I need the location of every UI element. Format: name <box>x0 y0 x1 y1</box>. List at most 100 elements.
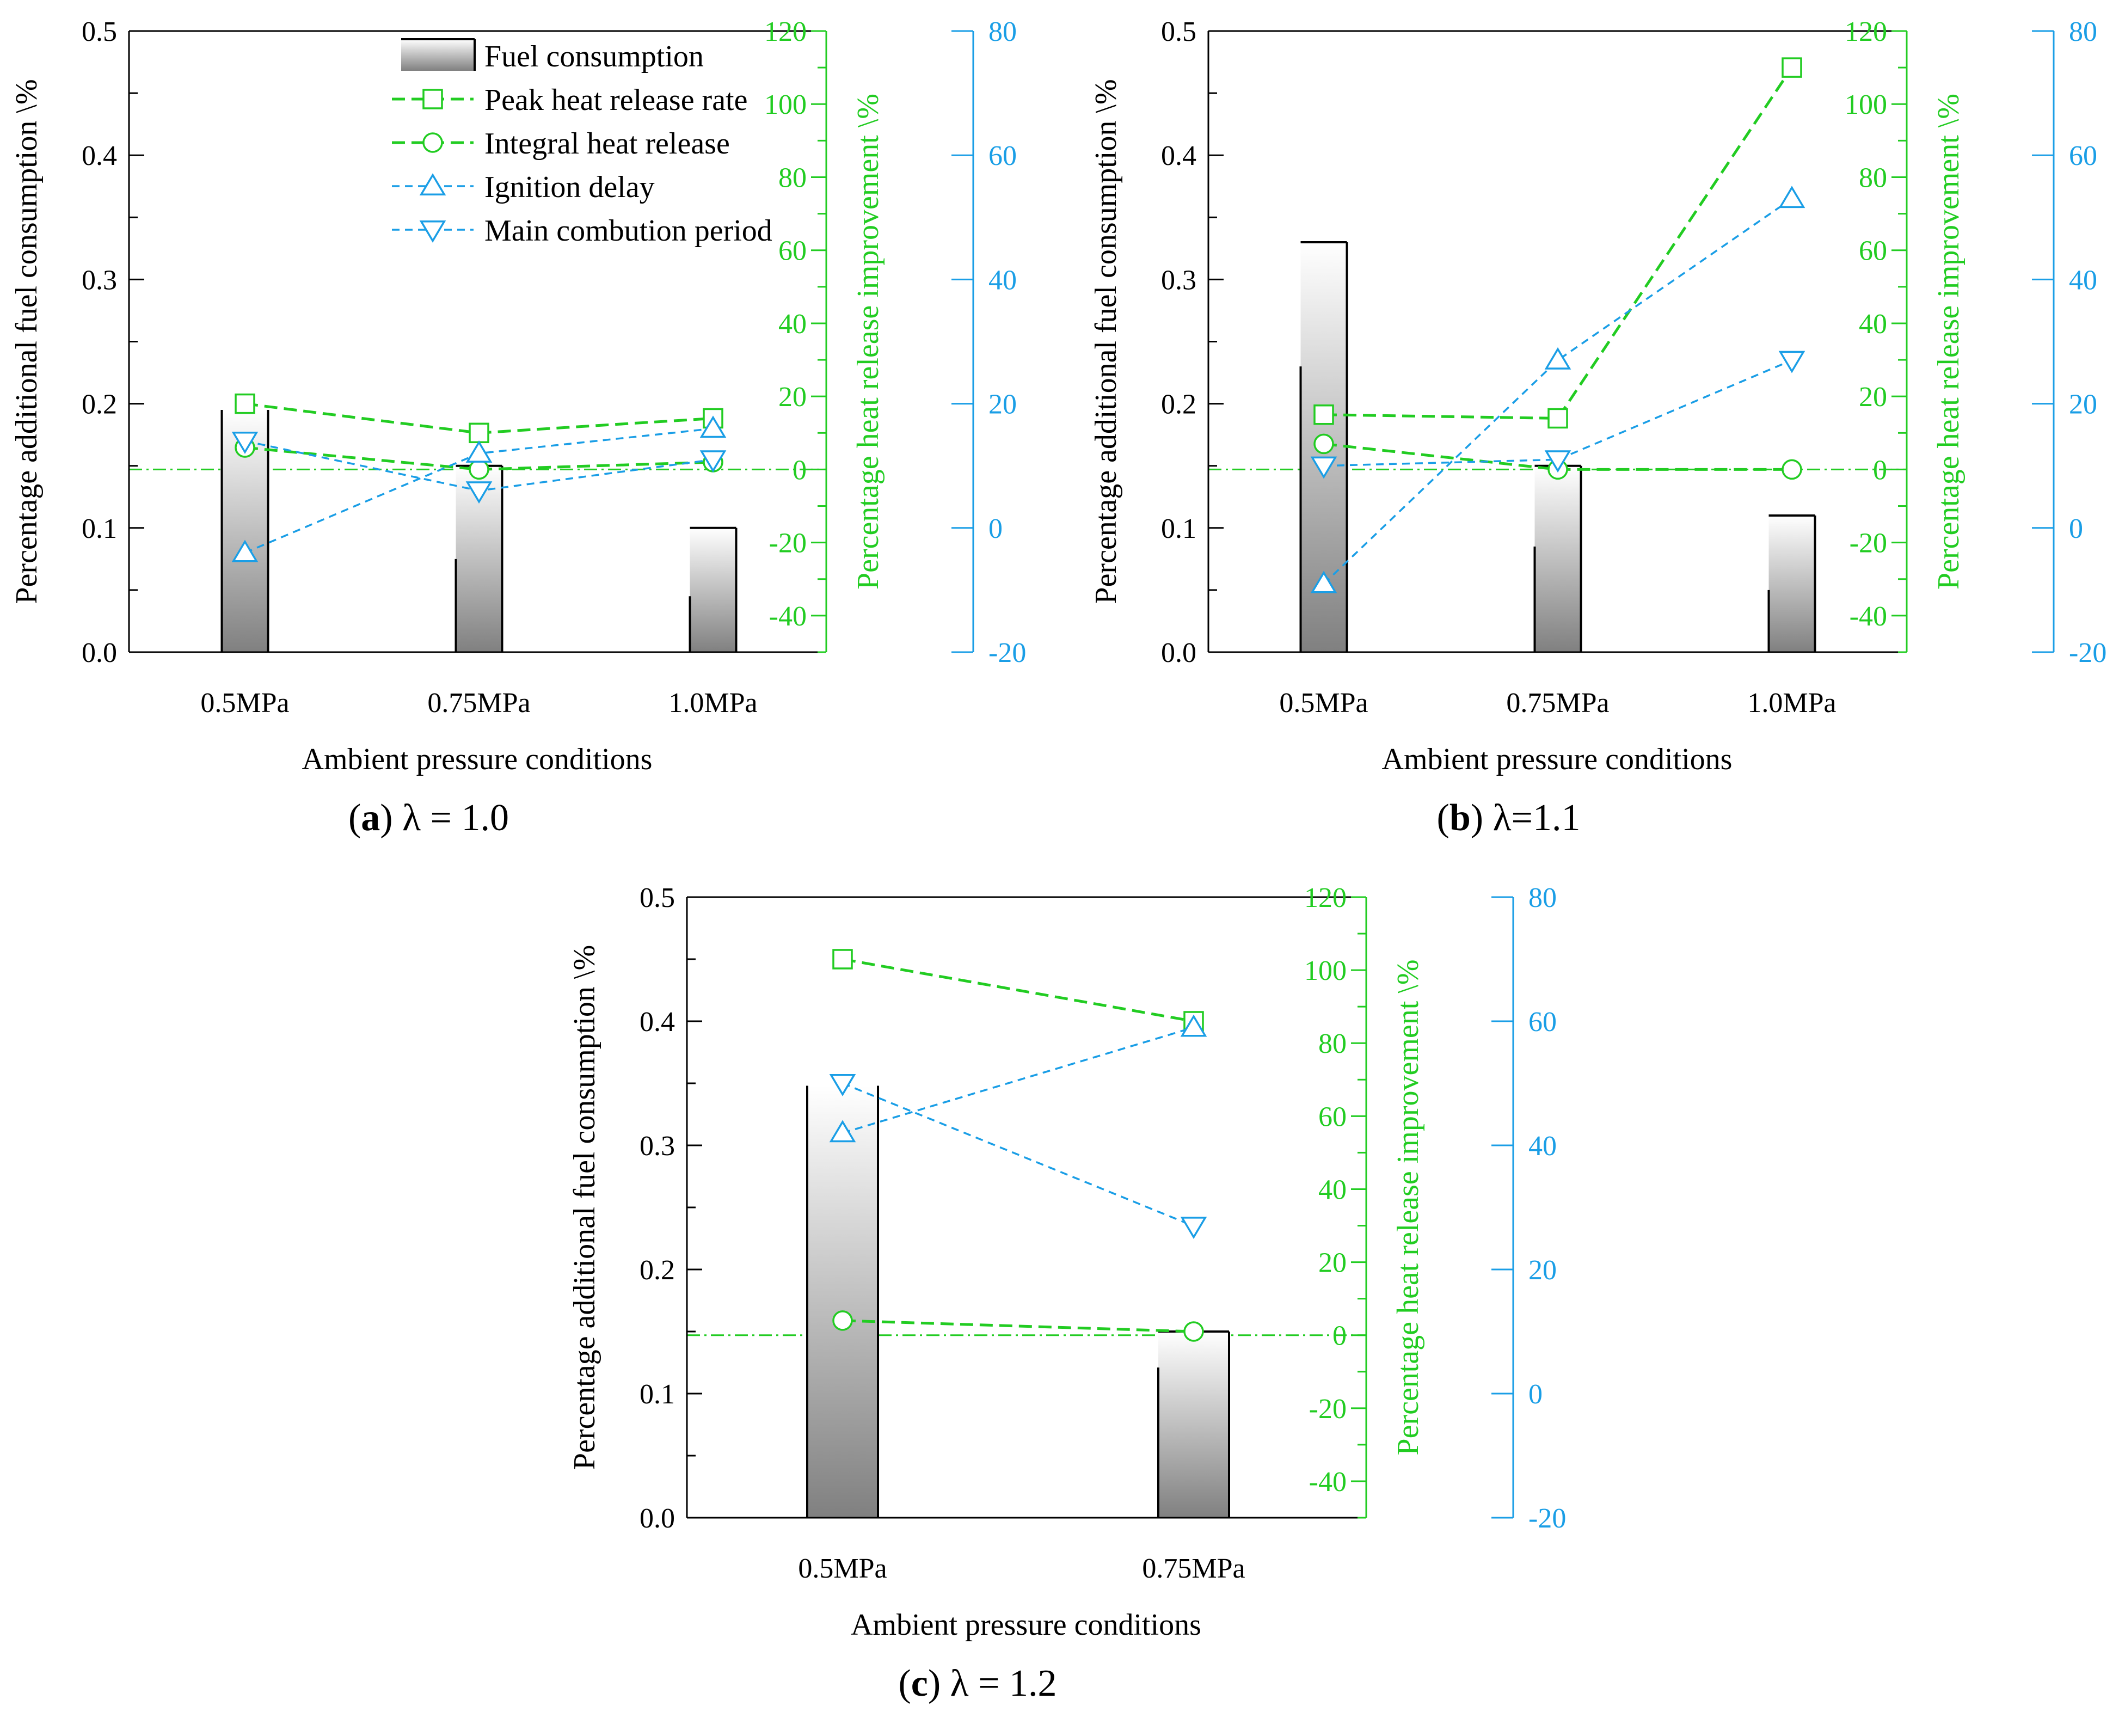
y-tick-label: 0.1 <box>1161 513 1196 544</box>
x-tick-label: 1.0MPa <box>668 688 757 719</box>
y2-tick-label: 80 <box>1859 162 1887 193</box>
legend-label: Integral heat release <box>484 127 730 161</box>
y2-tick-label: -20 <box>1309 1394 1347 1425</box>
y3-tick-label: 20 <box>1528 1255 1557 1286</box>
y-tick-label: 0.5 <box>82 16 117 47</box>
y3-tick-label: 20 <box>988 389 1017 420</box>
series-4-point <box>1180 1217 1207 1240</box>
series-4-point <box>231 432 259 454</box>
y2-tick-label: -40 <box>1850 601 1887 632</box>
y2-tick-label: 120 <box>764 16 807 47</box>
legend-label: Ignition delay <box>484 170 655 204</box>
fuel-consumption-bar <box>807 1085 878 1518</box>
panel-letter: b <box>1449 797 1471 839</box>
series-line-1 <box>842 958 1194 1023</box>
x-tick-label: 0.5MPa <box>1279 688 1368 719</box>
series-2-point <box>832 1310 853 1331</box>
legend-marker <box>422 89 443 109</box>
y2-axis-title: Percentage heat release improvement \% <box>851 94 885 590</box>
legend-marker <box>422 132 443 153</box>
y3-tick-label: 0 <box>1528 1379 1543 1410</box>
y-tick-label: 0.2 <box>1161 389 1196 420</box>
series-4-point <box>465 481 493 504</box>
series-2-point <box>469 459 489 480</box>
y2-tick-label: 40 <box>1859 309 1887 340</box>
panel-letter: c <box>911 1663 928 1704</box>
y2-tick-label: -40 <box>769 601 807 632</box>
y-tick-label: 0.3 <box>1161 265 1196 296</box>
y-tick-label: 0.2 <box>640 1255 675 1286</box>
x-tick-label: 0.75MPa <box>1142 1553 1245 1584</box>
y3-tick-label: 80 <box>2069 16 2097 47</box>
y3-tick-label: -20 <box>988 637 1026 668</box>
y3-tick-label: 60 <box>988 140 1017 171</box>
y2-tick-label: 0 <box>1332 1321 1347 1352</box>
series-3-point <box>1180 1014 1207 1037</box>
panel-letter: a <box>361 797 380 839</box>
y-tick-label: 0.1 <box>640 1379 675 1410</box>
x-tick-label: 0.75MPa <box>427 688 530 719</box>
series-1-point <box>469 422 489 444</box>
panel-lambda: λ = 1.0 <box>402 797 509 839</box>
y-tick-label: 0.3 <box>640 1131 675 1162</box>
series-3-point <box>1544 347 1571 370</box>
y2-tick-label: 80 <box>778 162 807 193</box>
y3-tick-label: 0 <box>988 513 1003 544</box>
y-axis-title: Percentage additional fuel consumption \… <box>10 79 44 604</box>
series-line-4 <box>842 1082 1194 1227</box>
panel-caption: (a) λ = 1.0 <box>348 797 509 839</box>
y2-tick-label: -20 <box>769 528 807 559</box>
panel-lambda: λ=1.1 <box>1493 797 1581 839</box>
series-3-point <box>1310 571 1337 593</box>
series-4-point <box>1544 450 1571 473</box>
series-3-point <box>699 415 727 438</box>
y2-axis-title: Percentage heat release improvement \% <box>1391 959 1425 1455</box>
y3-tick-label: 60 <box>1528 1007 1557 1038</box>
legend-label: Main combution period <box>484 214 772 248</box>
y-tick-label: 0.0 <box>640 1503 675 1534</box>
y-tick-label: 0.4 <box>82 140 117 171</box>
y3-tick-label: 60 <box>2069 140 2097 171</box>
y2-axis-title: Percentage heat release improvement \% <box>1932 94 1966 590</box>
series-4-point <box>829 1074 856 1096</box>
y3-tick-label: 40 <box>2069 265 2097 296</box>
fuel-consumption-bar <box>1158 1332 1229 1518</box>
y-tick-label: 0.0 <box>82 637 117 668</box>
series-2-point <box>1782 459 1802 480</box>
y2-tick-label: 40 <box>1318 1174 1347 1205</box>
series-line-1 <box>1323 66 1794 420</box>
fuel-consumption-bar <box>1768 515 1815 652</box>
y-axis-title: Percentage additional fuel consumption \… <box>568 945 601 1470</box>
legend-label: Peak heat release rate <box>484 83 747 117</box>
chart-panel-2: 0.0 0.1 0.2 0.3 0.4 0.5 -40 -20 0 20 40 60 80 100 120 P… <box>1089 16 2106 839</box>
y2-tick-label: 20 <box>778 382 807 413</box>
x-tick-label: 0.5MPa <box>200 688 289 719</box>
x-tick-label: 0.5MPa <box>798 1553 887 1584</box>
panel-caption: (c) λ = 1.2 <box>898 1663 1057 1704</box>
fuel-consumption-bar <box>1534 465 1581 652</box>
series-4-point <box>1778 351 1805 373</box>
series-line-3 <box>1323 198 1792 585</box>
series-1-point <box>832 949 853 970</box>
y2-tick-label: 60 <box>778 236 807 267</box>
y3-tick-label: 80 <box>1528 882 1557 913</box>
series-1-point <box>235 393 255 414</box>
x-tick-label: 0.75MPa <box>1506 688 1609 719</box>
y2-tick-label: 20 <box>1859 382 1887 413</box>
y3-tick-label: 40 <box>988 265 1017 296</box>
y-tick-label: 0.2 <box>82 389 117 420</box>
y-tick-label: 0.5 <box>640 882 675 913</box>
y-axis-title: Percentage additional fuel consumption \… <box>1089 79 1123 604</box>
y2-tick-label: 0 <box>793 455 807 486</box>
y3-tick-label: -20 <box>1528 1503 1566 1534</box>
y-tick-label: 0.1 <box>82 513 117 544</box>
y2-tick-label: -20 <box>1850 528 1887 559</box>
legend-marker <box>419 220 446 243</box>
y2-tick-label: 100 <box>1304 955 1347 986</box>
series-3-point <box>465 440 493 463</box>
y-tick-label: 0.4 <box>1161 140 1196 171</box>
legend-bar-swatch <box>401 39 475 71</box>
x-axis-title: Ambient pressure conditions <box>302 743 653 776</box>
legend-marker <box>419 173 446 196</box>
